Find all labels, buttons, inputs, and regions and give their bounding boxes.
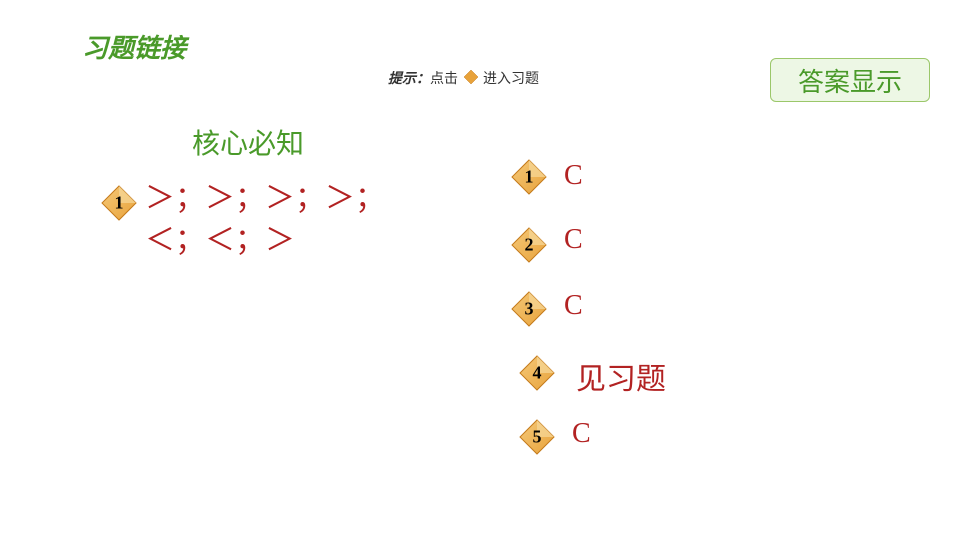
answer-4: 见习题: [576, 354, 666, 398]
answer-display-box: 答案显示: [770, 58, 930, 102]
hint-label: 提示：: [388, 72, 430, 87]
answer-2: C: [564, 224, 583, 256]
left-answer-text: ＞；＞；＞；＞； ＜；＜；＞: [145, 178, 385, 262]
question-marker-4[interactable]: 4: [518, 354, 556, 392]
question-marker-left-1[interactable]: 1: [100, 184, 138, 222]
hint-text: 提示：点击 进入习题: [388, 68, 539, 89]
marker-number: 2: [525, 235, 534, 256]
diamond-icon: [464, 70, 478, 89]
marker-number: 5: [533, 427, 542, 448]
question-marker-2[interactable]: 2: [510, 226, 548, 264]
question-marker-3[interactable]: 3: [510, 290, 548, 328]
hint-before: 点击: [430, 72, 458, 87]
hint-after: 进入习题: [483, 72, 539, 87]
exercise-link-title: 习题链接: [82, 28, 186, 65]
answer-5: C: [572, 418, 591, 450]
marker-number: 3: [525, 299, 534, 320]
answer-1: C: [564, 160, 583, 192]
marker-number: 1: [525, 167, 534, 188]
question-marker-5[interactable]: 5: [518, 418, 556, 456]
section-title: 核心必知: [192, 122, 304, 162]
answer-line-1: ＞；＞；＞；＞；: [145, 178, 385, 220]
question-marker-1[interactable]: 1: [510, 158, 548, 196]
answer-3: C: [564, 290, 583, 322]
answer-line-2: ＜；＜；＞: [145, 220, 385, 262]
marker-number: 4: [533, 363, 542, 384]
marker-number: 1: [115, 193, 124, 214]
